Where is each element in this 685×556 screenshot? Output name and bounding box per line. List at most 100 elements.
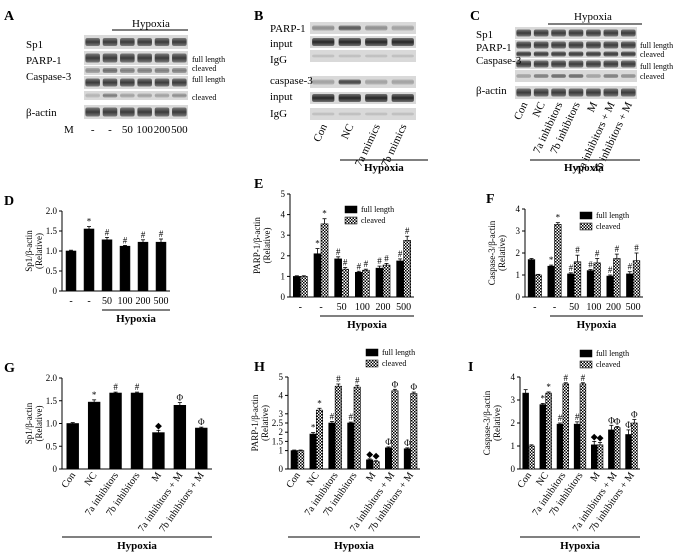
panel-a-blot-band bbox=[172, 53, 187, 63]
chart-f-bar bbox=[573, 261, 582, 298]
chart-g-tick-label: 1.0 bbox=[46, 419, 58, 429]
chart-d-category: 50 bbox=[102, 296, 112, 307]
chart-e-tick-label: 5 bbox=[281, 189, 286, 199]
chart-g-significance: Φ bbox=[177, 393, 184, 403]
chart-h-bar bbox=[391, 390, 399, 470]
panel-a-blot-band bbox=[172, 107, 187, 117]
panel-c-blot-band bbox=[586, 51, 601, 57]
chart-g-bar bbox=[66, 423, 79, 470]
chart-d: D 0 0.5 1.0 1.5 2.0 Sp1/β-actin (Relative) * # # # #… bbox=[4, 194, 170, 325]
chart-e-tick-label: 4 bbox=[281, 210, 286, 220]
panel-a-blot-band bbox=[172, 38, 187, 46]
chart-g-bar bbox=[173, 404, 187, 470]
panel-c-blot-band bbox=[533, 60, 549, 68]
chart-h-legend-label: cleaved bbox=[382, 359, 406, 368]
chart-d-significance: # bbox=[123, 235, 128, 245]
panel-a-blot-band bbox=[154, 53, 170, 63]
panel-a-blot-band bbox=[102, 38, 118, 46]
panel-a-blot-band bbox=[102, 93, 118, 98]
chart-e-tick-label: 0 bbox=[281, 292, 286, 302]
panel-a-blot-band bbox=[120, 53, 135, 63]
panel-b-lane-label: NC bbox=[339, 122, 356, 141]
panel-a-lane-label: 50 bbox=[122, 124, 134, 136]
chart-i-ylabel: Caspase-3/β-actin bbox=[482, 390, 492, 455]
panel-b-lane-label: Con bbox=[311, 122, 330, 144]
panel-a-blot-band bbox=[154, 107, 170, 117]
panel-b-blot-strip-4 bbox=[310, 92, 416, 104]
chart-d-tick-label: 1.5 bbox=[46, 226, 58, 236]
chart-f-significance: # bbox=[608, 265, 613, 275]
panel-a-lanes: - -50 100 200 500 bbox=[91, 124, 188, 136]
chart-d-category: 200 bbox=[136, 296, 151, 307]
panel-a-blot-band bbox=[137, 68, 152, 73]
chart-e-significance: # bbox=[405, 226, 410, 236]
panel-c-lane-label: Con bbox=[512, 100, 531, 122]
panel-c-side-parp-full: full length bbox=[640, 41, 673, 50]
chart-f-bar bbox=[632, 260, 641, 298]
panel-a-blot-band bbox=[137, 78, 152, 87]
chart-f-legend-label: full length bbox=[596, 211, 629, 220]
chart-h-label: H bbox=[254, 360, 265, 375]
panel-a-lane-label: - bbox=[91, 124, 95, 136]
panel-a-blot-band bbox=[102, 68, 118, 73]
chart-i-bar bbox=[613, 427, 621, 470]
chart-f-bar bbox=[586, 270, 595, 298]
chart-f-significance: # bbox=[634, 243, 639, 253]
chart-d-hypoxia: Hypoxia bbox=[116, 313, 156, 325]
chart-h-bar bbox=[385, 447, 393, 470]
panel-b-blot-strip-5 bbox=[310, 108, 416, 120]
panel-b-blot-band bbox=[365, 79, 388, 85]
chart-e-bar bbox=[300, 276, 308, 298]
chart-i-bar bbox=[596, 444, 604, 470]
panel-b-blot-band bbox=[312, 94, 335, 102]
chart-i-tick-label: 0 bbox=[511, 464, 516, 474]
chart-h-legend-label: full length bbox=[382, 348, 415, 357]
chart-e-significance: # bbox=[384, 253, 389, 263]
chart-f-category: - bbox=[533, 302, 536, 313]
chart-d-bar bbox=[137, 241, 149, 292]
chart-e-label: E bbox=[254, 177, 263, 192]
chart-h-legend-swatch bbox=[365, 359, 379, 368]
panel-b-blot-band bbox=[338, 112, 361, 116]
panel-c-blot-band bbox=[516, 74, 532, 78]
chart-e-tick-label: 3 bbox=[281, 230, 286, 240]
chart-d-label: D bbox=[4, 194, 14, 209]
panel-c-blot-band bbox=[620, 41, 636, 49]
chart-e-tick-label: 1 bbox=[281, 271, 286, 281]
chart-h-category: M bbox=[364, 470, 378, 484]
panel-c-row-sp1: Sp1 bbox=[476, 29, 493, 41]
chart-i-significance: Φ bbox=[608, 415, 615, 425]
chart-d-bar bbox=[83, 228, 95, 292]
panel-a-lane-label: - bbox=[108, 124, 112, 136]
chart-f-bar bbox=[527, 259, 536, 298]
chart-h-significance: Φ bbox=[392, 379, 399, 389]
chart-f-ylabel2: (Relative) bbox=[497, 235, 507, 271]
chart-e-bar bbox=[396, 260, 404, 298]
panel-c-blot-band bbox=[568, 51, 584, 57]
chart-e-significance: * bbox=[315, 239, 320, 249]
chart-i-significance: * bbox=[546, 382, 551, 392]
panel-a-blot-band bbox=[154, 38, 170, 46]
chart-h-significance: ◆ bbox=[373, 451, 380, 461]
chart-h-bar bbox=[366, 459, 374, 470]
chart-e-hypoxia: Hypoxia bbox=[347, 319, 387, 331]
panel-c-blot-band bbox=[620, 51, 636, 57]
chart-d-bar bbox=[155, 241, 167, 292]
panel-c-blot-band bbox=[533, 88, 549, 97]
panel-c-blot-band bbox=[551, 29, 566, 37]
chart-f-bar bbox=[567, 273, 575, 298]
panel-b-blot-band bbox=[338, 25, 361, 31]
panel-b-blot-band bbox=[391, 54, 414, 58]
chart-i-significance: # bbox=[558, 413, 563, 423]
chart-f-legend-swatch bbox=[579, 211, 593, 220]
chart-g-label: G bbox=[4, 361, 15, 376]
panel-c-lane-label: M bbox=[585, 100, 600, 114]
chart-h-tick-label: 2 bbox=[279, 427, 284, 437]
panel-b-blot-band bbox=[365, 25, 388, 31]
chart-i-hypoxia: Hypoxia bbox=[560, 540, 600, 552]
panel-c-blot-band bbox=[516, 60, 532, 68]
panel-b-hypoxia: Hypoxia bbox=[364, 162, 404, 174]
panel-c-blot-band bbox=[586, 74, 601, 78]
